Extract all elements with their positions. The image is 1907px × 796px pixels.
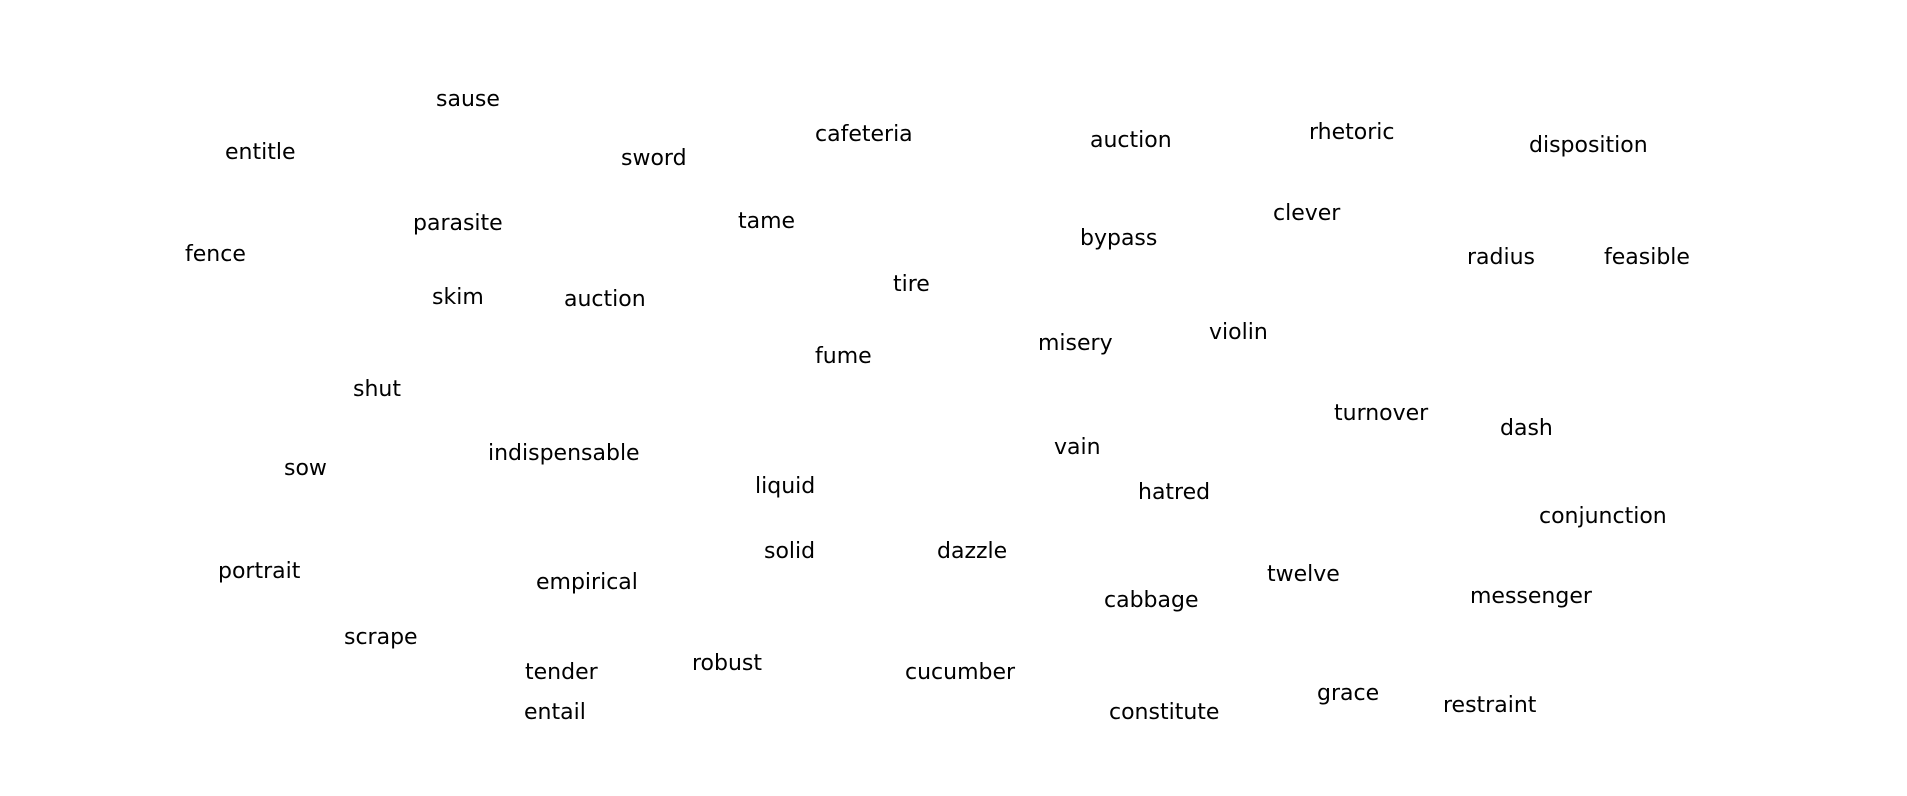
word-clever: clever [1273, 201, 1341, 226]
word-feasible: feasible [1604, 245, 1690, 270]
word-sow: sow [284, 456, 327, 481]
word-cafeteria: cafeteria [815, 122, 913, 147]
word-vain: vain [1054, 435, 1101, 460]
word-entitle: entitle [225, 140, 296, 165]
word-entail: entail [524, 700, 586, 725]
word-disposition: disposition [1529, 133, 1648, 158]
word-radius: radius [1467, 245, 1536, 270]
word-conjunction: conjunction [1539, 504, 1667, 529]
word-auction: auction [564, 287, 646, 312]
word-auction: auction [1090, 128, 1172, 153]
word-skim: skim [432, 285, 484, 310]
word-dazzle: dazzle [937, 539, 1008, 564]
word-grace: grace [1317, 681, 1380, 706]
word-bypass: bypass [1080, 226, 1158, 251]
word-cucumber: cucumber [905, 660, 1016, 685]
word-parasite: parasite [413, 211, 503, 236]
word-restraint: restraint [1443, 693, 1537, 718]
word-tire: tire [893, 272, 930, 297]
word-cabbage: cabbage [1104, 588, 1199, 613]
word-solid: solid [764, 539, 816, 564]
word-turnover: turnover [1334, 401, 1429, 426]
word-sause: sause [436, 87, 500, 112]
word-sword: sword [621, 146, 687, 171]
word-fume: fume [815, 344, 872, 369]
word-misery: misery [1038, 331, 1113, 356]
word-tame: tame [738, 209, 796, 234]
word-hatred: hatred [1138, 480, 1211, 505]
word-indispensable: indispensable [488, 441, 640, 466]
word-constitute: constitute [1109, 700, 1220, 725]
word-portrait: portrait [218, 559, 301, 584]
word-fence: fence [185, 242, 246, 267]
word-messenger: messenger [1470, 584, 1592, 609]
word-robust: robust [692, 651, 763, 676]
word-tender: tender [525, 660, 598, 685]
word-violin: violin [1209, 320, 1268, 345]
word-twelve: twelve [1267, 562, 1340, 587]
word-shut: shut [353, 377, 401, 402]
word-scrape: scrape [344, 625, 418, 650]
word-liquid: liquid [755, 474, 816, 499]
word-rhetoric: rhetoric [1309, 120, 1395, 145]
word-dash: dash [1500, 416, 1553, 441]
word-empirical: empirical [536, 570, 638, 595]
